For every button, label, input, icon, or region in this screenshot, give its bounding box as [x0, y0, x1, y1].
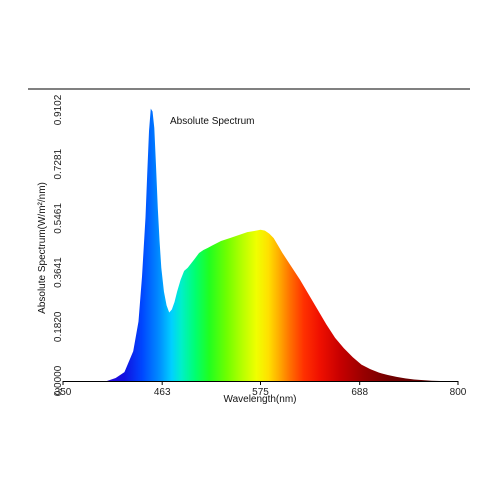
y-tick-label: 0.1820: [53, 311, 64, 342]
y-tick-layer: 0.0000 0.1820 0.3641 0.5461 0.7281 0.9102: [53, 94, 64, 396]
y-tick-label: 0.0000: [53, 365, 64, 396]
spectrum-area-layer: [106, 108, 441, 381]
spectrum-area: [106, 108, 441, 381]
y-tick-label: 0.3641: [53, 257, 64, 288]
chart-title: Absolute Spectrum: [170, 116, 255, 127]
x-tick-label: 575: [252, 387, 269, 398]
y-tick-label: 0.9102: [53, 94, 64, 125]
y-tick-label: 0.7281: [53, 148, 64, 179]
y-axis-title: Absolute Spectrum(W/m²/nm): [37, 182, 48, 314]
x-tick-layer: 350 463 575 688 800: [55, 381, 467, 398]
x-tick-label: 800: [450, 387, 467, 398]
x-tick-label: 688: [351, 387, 368, 398]
x-tick-label: 350: [55, 387, 72, 398]
x-axis-title: Wavelength(nm): [224, 394, 297, 405]
x-tick-label: 463: [154, 387, 171, 398]
y-tick-label: 0.5461: [53, 203, 64, 234]
